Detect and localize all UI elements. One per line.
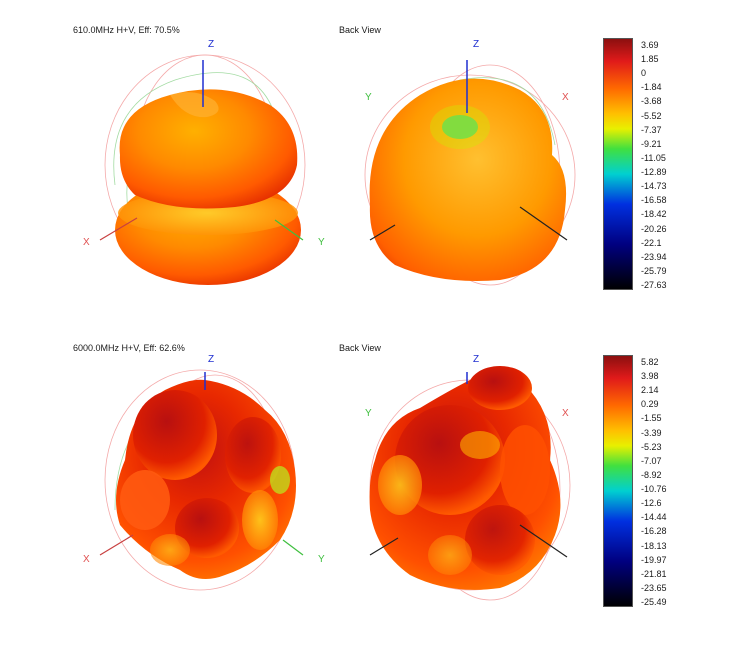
colorbar-tick-label: -18.42: [641, 209, 667, 220]
colorbar-6000: [603, 355, 633, 607]
chart-title-610: 610.0MHz H+V, Eff: 70.5%: [73, 25, 180, 35]
y-axis-line: [274, 219, 304, 241]
z-axis-label-6000-back: Z: [473, 354, 479, 365]
pattern-plot-6000-front: Z X Y: [83, 354, 325, 591]
colorbar-ticks-6000: 5.82 3.98 2.14 0.29 -1.55 -3.39 -5.23 -7.07 -8.9…: [641, 355, 701, 607]
colorbar-tick-label: -7.07: [641, 455, 662, 466]
colorbar-tick-label: -3.68: [641, 96, 662, 107]
colorbar-tick-label: -27.63: [641, 280, 667, 290]
colorbar-tick-label: 3.69: [641, 40, 659, 50]
x-axis-label-6000: X: [83, 554, 90, 565]
colorbar-tick-label: -16.28: [641, 526, 667, 537]
chart-title-6000: 6000.0MHz H+V, Eff: 62.6%: [73, 343, 185, 353]
x-axis-line: [99, 217, 138, 241]
view-label-back-6000: Back View: [339, 343, 381, 353]
y-axis-label: Y: [318, 237, 325, 248]
colorbar-tick-label: -25.79: [641, 265, 667, 276]
colorbar-tick-label: -25.49: [641, 597, 667, 607]
pattern-plot-610-front: Z X Y: [83, 39, 325, 285]
colorbar-tick-label: 3.98: [641, 371, 659, 382]
colorbar-tick-label: -7.37: [641, 124, 662, 135]
z-axis-label-6000: Z: [208, 354, 214, 365]
x-axis-label-back: X: [562, 92, 569, 103]
colorbar-tick-label: -23.65: [641, 582, 667, 593]
colorbar-610: [603, 38, 633, 290]
pattern-lobe-main: [369, 78, 567, 281]
pattern-plot-6000-back: Z Y X: [365, 354, 571, 601]
colorbar-tick-label: 5.82: [641, 357, 659, 367]
y-axis-label-back: Y: [365, 92, 372, 103]
colorbar-tick-label: -9.21: [641, 138, 662, 149]
z-axis-label-back: Z: [473, 39, 479, 50]
colorbar-tick-label: -14.44: [641, 512, 667, 523]
colorbar-tick-label: -8.92: [641, 469, 662, 480]
y-axis-label-6000: Y: [318, 554, 325, 565]
colorbar-ticks-610: 3.69 1.85 0 -1.84 -3.68 -5.52 -7.37 -9.21 -11.05…: [641, 38, 701, 290]
colorbar-tick-label: -23.94: [641, 251, 667, 262]
colorbar-tick-label: 2.14: [641, 385, 659, 396]
colorbar-tick-label: -1.84: [641, 82, 662, 93]
colorbar-tick-label: -18.13: [641, 540, 667, 551]
colorbar-tick-label: -1.55: [641, 413, 662, 424]
colorbar-tick-label: 0: [641, 68, 647, 79]
colorbar-tick-label: -3.39: [641, 427, 662, 438]
colorbar-tick-label: 0.29: [641, 399, 659, 410]
x-axis-label: X: [83, 237, 90, 248]
colorbar-tick-label: -5.52: [641, 110, 662, 121]
colorbar-tick-label: -21.81: [641, 568, 667, 579]
colorbar-tick-label: -20.26: [641, 223, 667, 234]
y-axis-label-6000-back: Y: [365, 408, 372, 419]
colorbar-tick-label: -19.97: [641, 554, 667, 565]
x-axis-label-6000-back: X: [562, 408, 569, 419]
colorbar-tick-label: -14.73: [641, 181, 667, 192]
colorbar-tick-label: -16.58: [641, 195, 667, 206]
pattern-plot-610-back: Z Y X: [364, 39, 576, 286]
colorbar-tick-label: -10.76: [641, 484, 667, 495]
colorbar-tick-label: -5.23: [641, 441, 662, 452]
colorbar-tick-label: -12.89: [641, 167, 667, 178]
pattern-lobe-upper: [119, 89, 298, 209]
view-label-back-610: Back View: [339, 25, 381, 35]
z-axis-label: Z: [208, 39, 214, 50]
colorbar-tick-label: -11.05: [641, 152, 666, 163]
colorbar-tick-label: -22.1: [641, 237, 662, 248]
colorbar-tick-label: 1.85: [641, 54, 659, 65]
colorbar-tick-label: -12.6: [641, 498, 662, 509]
